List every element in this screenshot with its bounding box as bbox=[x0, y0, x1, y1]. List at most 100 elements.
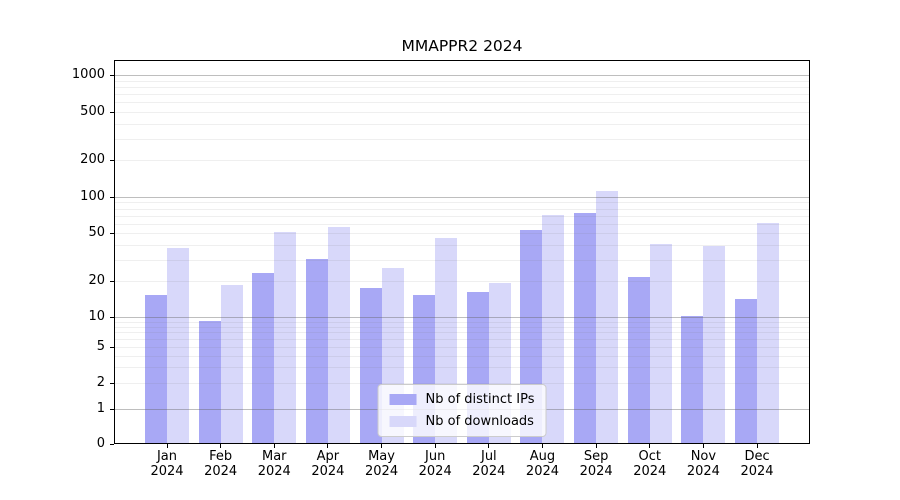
gridline-minor-y-30 bbox=[115, 259, 809, 261]
y-tick-2 bbox=[110, 382, 114, 384]
gridline-minor-y-500 bbox=[115, 112, 809, 113]
gridline-minor-y-8 bbox=[115, 326, 809, 328]
gridline-major-y-10 bbox=[115, 317, 809, 318]
bar-distinct-ips-dec bbox=[735, 298, 758, 443]
bar-distinct-ips-oct bbox=[627, 277, 650, 443]
bar-distinct-ips-feb bbox=[198, 320, 221, 443]
gridline-minor-y-50 bbox=[115, 233, 809, 234]
y-tick-label-1000: 1000 bbox=[71, 66, 105, 82]
legend-swatch-distinct-ips bbox=[389, 394, 417, 405]
y-tick-500 bbox=[110, 111, 114, 113]
y-tick-0 bbox=[110, 443, 114, 445]
y-tick-20 bbox=[110, 280, 114, 282]
x-tick-label-jul: Jul 2024 bbox=[472, 449, 506, 479]
x-tick-jun bbox=[434, 444, 436, 448]
bar-downloads-mar bbox=[274, 232, 297, 443]
chart-title: MMAPPR2 2024 bbox=[401, 37, 523, 55]
x-tick-sep bbox=[595, 444, 597, 448]
gridline-minor-y-5 bbox=[115, 347, 809, 348]
bar-downloads-aug bbox=[542, 214, 565, 443]
legend-item-downloads: Nb of downloads bbox=[389, 414, 535, 429]
gridline-minor-y-600 bbox=[115, 102, 809, 104]
legend-label-distinct-ips: Nb of distinct IPs bbox=[425, 392, 535, 407]
gridline-minor-y-7 bbox=[115, 332, 809, 334]
y-tick-10 bbox=[110, 316, 114, 318]
gridline-minor-y-90 bbox=[115, 202, 809, 204]
y-tick-100 bbox=[110, 196, 114, 198]
bar-distinct-ips-mar bbox=[252, 272, 275, 443]
x-tick-label-aug: Aug 2024 bbox=[525, 449, 560, 479]
bar-downloads-sep bbox=[596, 190, 619, 443]
x-tick-feb bbox=[220, 444, 222, 448]
legend-swatch-downloads bbox=[389, 416, 417, 427]
bar-distinct-ips-apr bbox=[305, 258, 328, 443]
bar-downloads-apr bbox=[327, 227, 350, 443]
bar-distinct-ips-sep bbox=[574, 213, 597, 443]
gridline-minor-y-900 bbox=[115, 80, 809, 82]
gridline-minor-y-800 bbox=[115, 86, 809, 88]
gridline-minor-y-300 bbox=[115, 138, 809, 140]
y-tick-label-50: 50 bbox=[88, 224, 105, 240]
x-tick-mar bbox=[273, 444, 275, 448]
bar-downloads-jan bbox=[167, 247, 189, 443]
legend-label-downloads: Nb of downloads bbox=[425, 414, 534, 429]
gridline-minor-y-4 bbox=[115, 355, 809, 357]
x-tick-aug bbox=[541, 444, 543, 448]
x-tick-label-jun: Jun 2024 bbox=[418, 449, 452, 479]
y-tick-label-100: 100 bbox=[80, 188, 105, 204]
legend: Nb of distinct IPs Nb of downloads bbox=[377, 384, 547, 437]
gridline-minor-y-200 bbox=[115, 160, 809, 161]
bar-distinct-ips-jan bbox=[145, 294, 167, 443]
y-tick-label-1: 1 bbox=[96, 400, 105, 416]
x-tick-label-oct: Oct 2024 bbox=[633, 449, 667, 479]
x-tick-dec bbox=[756, 444, 758, 448]
gridline-minor-y-700 bbox=[115, 94, 809, 96]
x-tick-apr bbox=[327, 444, 329, 448]
gridline-minor-y-3 bbox=[115, 367, 809, 369]
gridline-minor-y-80 bbox=[115, 208, 809, 210]
y-tick-label-0: 0 bbox=[96, 435, 105, 451]
x-tick-label-jan: Jan 2024 bbox=[150, 449, 184, 479]
y-tick-1000 bbox=[110, 74, 114, 76]
x-tick-oct bbox=[649, 444, 651, 448]
x-tick-label-apr: Apr 2024 bbox=[311, 449, 345, 479]
bar-distinct-ips-nov bbox=[681, 316, 704, 443]
gridline-minor-y-60 bbox=[115, 223, 809, 225]
x-tick-label-sep: Sep 2024 bbox=[579, 449, 613, 479]
bar-downloads-feb bbox=[220, 285, 243, 443]
y-tick-label-200: 200 bbox=[80, 151, 105, 167]
y-tick-label-5: 5 bbox=[96, 338, 105, 354]
bar-downloads-oct bbox=[649, 243, 672, 443]
bar-distinct-ips-may bbox=[359, 288, 382, 443]
x-tick-nov bbox=[702, 444, 704, 448]
x-tick-jan bbox=[166, 444, 168, 448]
y-tick-50 bbox=[110, 232, 114, 234]
gridline-minor-y-70 bbox=[115, 215, 809, 217]
gridline-major-y-1000 bbox=[115, 75, 809, 76]
x-tick-label-feb: Feb 2024 bbox=[204, 449, 238, 479]
gridline-minor-y-2 bbox=[115, 383, 809, 384]
y-tick-label-20: 20 bbox=[88, 272, 105, 288]
x-tick-label-mar: Mar 2024 bbox=[257, 449, 291, 479]
y-tick-1 bbox=[110, 408, 114, 410]
bar-downloads-nov bbox=[703, 246, 726, 443]
gridline-minor-y-20 bbox=[115, 281, 809, 282]
plot-area: Nb of distinct IPs Nb of downloads bbox=[114, 60, 810, 444]
gridline-major-y-100 bbox=[115, 197, 809, 198]
gridline-minor-y-9 bbox=[115, 321, 809, 323]
gridline-minor-y-6 bbox=[115, 339, 809, 341]
legend-item-distinct-ips: Nb of distinct IPs bbox=[389, 392, 535, 407]
y-tick-label-2: 2 bbox=[96, 374, 105, 390]
gridline-minor-y-400 bbox=[115, 123, 809, 125]
x-tick-jul bbox=[488, 444, 490, 448]
x-tick-label-may: May 2024 bbox=[365, 449, 399, 479]
x-tick-label-nov: Nov 2024 bbox=[686, 449, 720, 479]
y-tick-5 bbox=[110, 346, 114, 348]
y-tick-200 bbox=[110, 159, 114, 161]
gridline-minor-y-40 bbox=[115, 244, 809, 246]
x-tick-may bbox=[381, 444, 383, 448]
y-tick-label-10: 10 bbox=[88, 308, 105, 324]
y-tick-label-500: 500 bbox=[80, 103, 105, 119]
bar-downloads-dec bbox=[757, 222, 780, 443]
